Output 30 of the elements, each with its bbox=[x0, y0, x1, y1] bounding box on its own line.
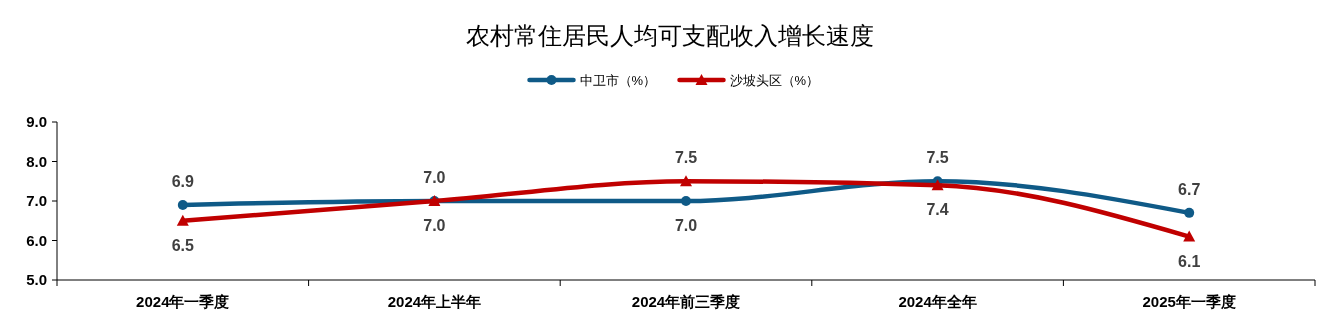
x-tick-label: 2024年上半年 bbox=[387, 293, 482, 310]
y-tick-label: 8.0 bbox=[26, 152, 47, 170]
x-tick-label: 2024年全年 bbox=[898, 293, 977, 310]
y-tick-label: 6.0 bbox=[26, 231, 47, 249]
data-label: 6.1 bbox=[1178, 252, 1201, 270]
y-tick-label: 5.0 bbox=[26, 271, 47, 288]
data-label: 7.0 bbox=[423, 217, 446, 234]
x-tick-label: 2024年前三季度 bbox=[631, 293, 741, 310]
data-label: 6.5 bbox=[171, 236, 195, 254]
point bbox=[681, 196, 691, 206]
point bbox=[1183, 230, 1196, 242]
point bbox=[931, 179, 944, 191]
chart-title: 农村常住居民人均可支配收入增长速度 bbox=[465, 22, 874, 49]
x-tick-label: 2025年一季度 bbox=[1142, 293, 1236, 310]
point bbox=[680, 175, 692, 187]
point bbox=[1184, 207, 1195, 218]
y-tick-label: 7.0 bbox=[26, 192, 47, 209]
legend-label: 沙坡头区（%） bbox=[729, 73, 820, 88]
data-label: 7.0 bbox=[423, 169, 446, 186]
data-label: 7.4 bbox=[926, 201, 949, 219]
point bbox=[177, 199, 188, 210]
data-label: 7.0 bbox=[674, 217, 698, 234]
data-label: 6.9 bbox=[171, 172, 195, 190]
data-label: 7.5 bbox=[926, 149, 949, 167]
y-tick-label: 9.0 bbox=[26, 113, 47, 130]
legend-label: 中卫市（%） bbox=[579, 73, 657, 88]
point bbox=[176, 214, 189, 226]
x-tick-label: 2024年一季度 bbox=[136, 293, 230, 310]
data-label: 6.7 bbox=[1178, 180, 1201, 198]
data-label: 7.5 bbox=[674, 149, 698, 167]
